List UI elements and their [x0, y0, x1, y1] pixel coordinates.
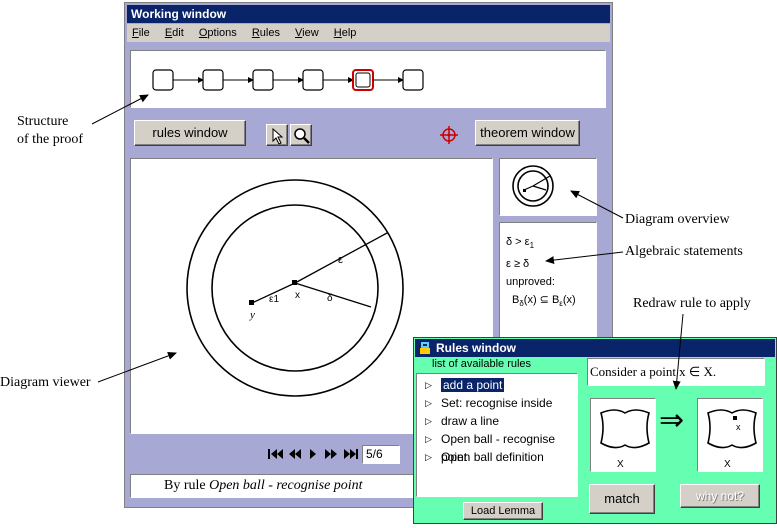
algebra-line-1: δ > ε1 [506, 236, 535, 251]
rule-item-set-recognise-inside[interactable]: ▷ Set: recognise inside [425, 396, 553, 410]
rule-expand-icon: ▷ [425, 416, 432, 426]
svg-text:X: X [617, 459, 624, 470]
last-step-icon[interactable] [344, 449, 358, 459]
point-y [249, 300, 254, 305]
proof-step-node[interactable] [302, 69, 324, 91]
menu-rules[interactable]: Rules [251, 27, 280, 39]
delta-radius [294, 282, 372, 308]
label-epsilon1: ε1 [269, 294, 279, 305]
annotation-overview: Diagram overview [625, 212, 730, 227]
load-lemma-button[interactable]: Load Lemma [463, 502, 543, 520]
algebra-line-4: Bδ(x) ⊆ Bε(x) [512, 294, 576, 309]
first-step-icon[interactable] [268, 449, 283, 459]
proof-step-node-inner [355, 72, 371, 88]
rule-item-add-a-point[interactable]: ▷ add a point [425, 377, 506, 393]
working-window: Working window File Edit Options Rules V… [124, 2, 613, 508]
rule-item-draw-a-line[interactable]: ▷ draw a line [425, 414, 500, 428]
cursor-icon [272, 127, 284, 145]
rule-arrow: ⇒ [659, 404, 685, 437]
label-y: y [249, 309, 255, 321]
menu-file[interactable]: File [132, 27, 150, 39]
rule-statement: Consider a point x ∈ X. [587, 358, 765, 386]
menu-edit[interactable]: Edit [164, 27, 184, 39]
svg-text:X: X [724, 459, 731, 470]
label-x: x [295, 290, 300, 301]
theorem-window-button[interactable]: theorem window [475, 120, 580, 146]
annotation-algebraic: Algebraic statements [625, 244, 743, 259]
rules-list-label: list of available rules [432, 358, 532, 370]
algebra-line-3: unproved: [506, 276, 555, 289]
rules-window-app-icon [420, 342, 430, 354]
rules-window-button[interactable]: rules window [134, 120, 246, 146]
menu-bar: File Edit Options Rules View Help [127, 24, 610, 42]
label-delta: δ [327, 293, 333, 304]
why-not-button[interactable]: why not? [680, 484, 760, 508]
play-icon[interactable] [310, 449, 316, 459]
rules-list[interactable]: ▷ add a point ▷ Set: recognise inside ▷ dra… [416, 373, 578, 497]
rule-expand-icon: ▷ [425, 380, 432, 390]
annotation-redraw: Redraw rule to apply [633, 296, 751, 311]
svg-text:x: x [736, 422, 741, 432]
working-window-titlebar[interactable]: Working window [127, 5, 610, 23]
point-x [292, 280, 297, 285]
previous-step-icon[interactable] [289, 449, 301, 459]
annotation-structure: Structure of the proof [17, 114, 84, 147]
target-tool[interactable] [439, 125, 459, 145]
rule-item-open-ball-recognise-point[interactable]: ▷ Open ball - recognise point [425, 432, 556, 464]
rules-window-titlebar[interactable]: Rules window [415, 339, 775, 357]
menu-view[interactable]: View [295, 27, 319, 39]
rule-after-diagram: x X [697, 398, 763, 472]
proof-step-node[interactable] [202, 69, 224, 91]
menu-help[interactable]: Help [333, 27, 357, 39]
algebra-line-2: ε ≥ δ [506, 258, 530, 271]
overview-thumbnail [512, 165, 554, 207]
next-step-icon[interactable] [325, 449, 337, 459]
diagram-canvas: ε x δ ε1 y [186, 179, 404, 397]
label-epsilon: ε [338, 254, 343, 266]
rules-window: Rules window list of available rules ▷ ad… [413, 337, 777, 524]
rule-expand-icon: ▷ [425, 434, 432, 444]
working-window-title: Working window [131, 7, 227, 21]
rule-item-open-ball-definition[interactable]: ▷ Open ball definition [425, 450, 544, 464]
playback-controls [268, 447, 362, 461]
diagram-overview[interactable] [499, 158, 597, 216]
step-counter-field[interactable]: 5/6 [362, 445, 400, 464]
proof-step-node[interactable] [152, 69, 174, 91]
menu-options[interactable]: Options [198, 27, 237, 39]
rule-expand-icon: ▷ [425, 398, 432, 408]
inner-ball-circle [211, 204, 379, 372]
epsilon-radius [294, 232, 388, 284]
zoom-tool[interactable] [290, 124, 312, 146]
crosshair-icon [440, 126, 458, 144]
proof-step-node[interactable] [252, 69, 274, 91]
rule-before-diagram: X [590, 398, 656, 472]
proof-structure-panel [130, 50, 606, 108]
annotation-viewer: Diagram viewer [0, 375, 91, 390]
epsilon1-segment [251, 282, 296, 304]
proof-structure-graph [152, 69, 424, 91]
match-button[interactable]: match [589, 484, 655, 514]
proof-step-node[interactable] [402, 69, 424, 91]
magnifier-icon [294, 128, 310, 144]
rules-window-title: Rules window [436, 341, 517, 355]
select-pointer-tool[interactable] [266, 124, 288, 146]
outer-ball-circle [186, 179, 404, 397]
rule-expand-icon: ▷ [425, 452, 432, 462]
